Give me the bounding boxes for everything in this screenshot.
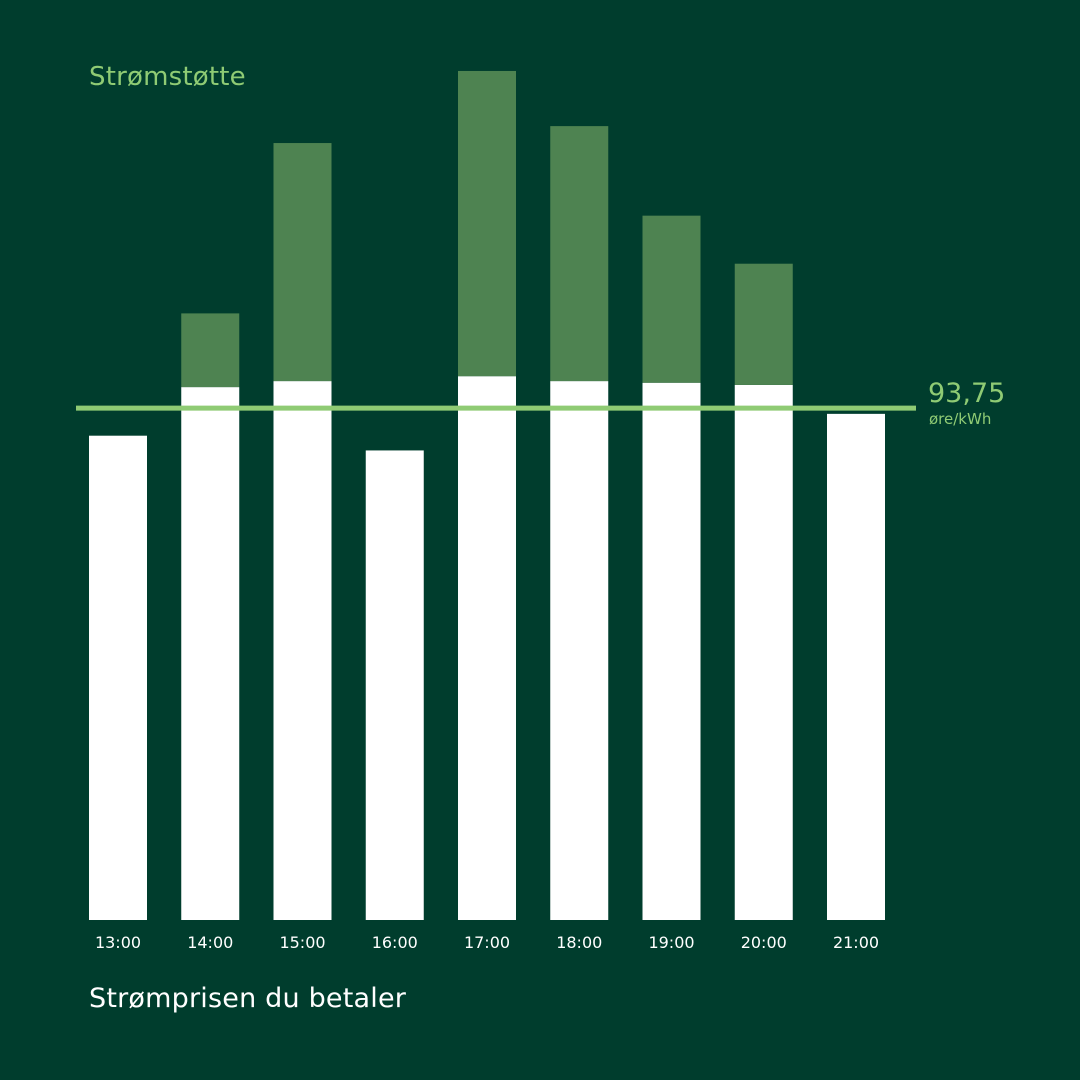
x-tick-label: 17:00	[464, 933, 510, 952]
price-bar	[89, 435, 147, 920]
x-tick-label: 14:00	[187, 933, 233, 952]
price-bar	[827, 413, 885, 920]
subsidy-bar	[181, 313, 240, 388]
x-tick-label: 13:00	[95, 933, 141, 952]
subsidy-bar	[550, 126, 609, 382]
legend-subsidy-label: Strømstøtte	[89, 62, 246, 92]
subsidy-bar	[273, 143, 332, 382]
price-bar	[550, 381, 609, 920]
price-bar	[273, 381, 332, 920]
price-bar	[181, 387, 240, 920]
subsidy-bar	[734, 263, 793, 385]
x-tick-label: 19:00	[648, 933, 694, 952]
subsidy-bar	[458, 70, 516, 377]
threshold-value: 93,75	[928, 378, 1006, 409]
price-bar	[365, 450, 424, 920]
subsidy-bar	[642, 215, 701, 383]
x-tick-label: 20:00	[741, 933, 787, 952]
x-tick-label: 21:00	[833, 933, 879, 952]
legend-price-label: Strømprisen du betaler	[89, 983, 407, 1014]
x-tick-label: 15:00	[279, 933, 325, 952]
price-bar	[458, 376, 516, 921]
threshold-unit: øre/kWh	[929, 410, 992, 428]
price-bar	[642, 382, 701, 921]
price-bar	[734, 384, 793, 920]
x-tick-label: 16:00	[372, 933, 418, 952]
x-tick-label: 18:00	[556, 933, 602, 952]
